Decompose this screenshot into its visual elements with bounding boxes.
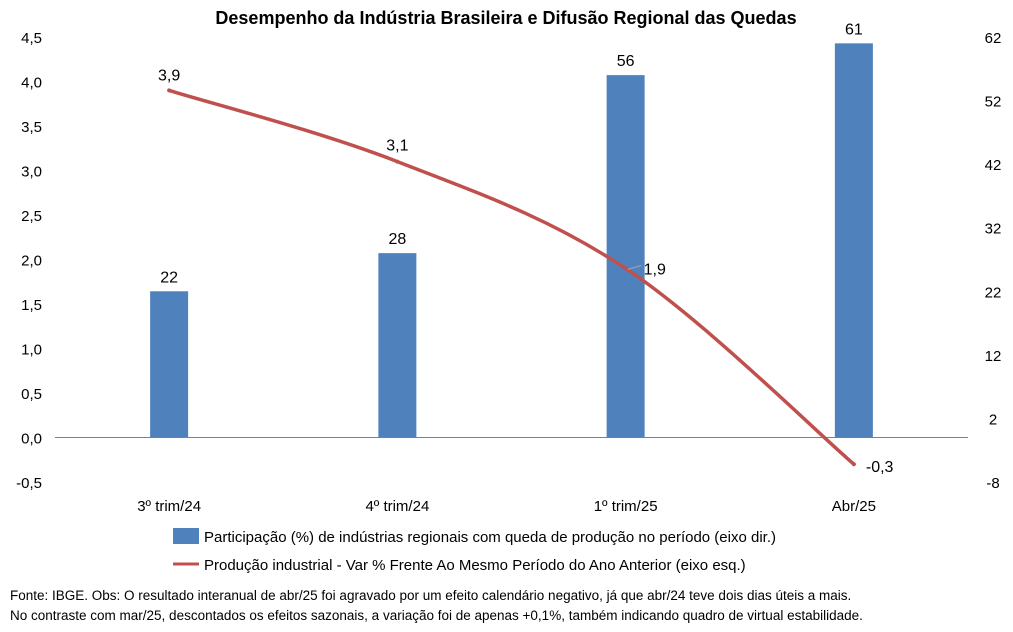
- left-axis-tick-label: 3,5: [21, 119, 42, 136]
- category-label: 3º trim/24: [137, 498, 201, 515]
- left-axis-tick-label: -0,5: [16, 475, 42, 492]
- left-axis-tick-label: 0,0: [21, 431, 42, 448]
- category-label: 4º trim/24: [365, 498, 429, 515]
- left-axis-tick-label: 2,0: [21, 253, 42, 270]
- line-point: [623, 266, 628, 271]
- legend-bar-label: Participação (%) de indústrias regionais…: [204, 529, 776, 546]
- line-point: [167, 88, 172, 93]
- bar-data-label: 56: [617, 53, 635, 70]
- right-axis-tick-label: 2: [989, 411, 997, 428]
- left-axis-tick-label: 4,5: [21, 30, 42, 47]
- left-axis-tick-label: 1,5: [21, 297, 42, 314]
- category-label: 1º trim/25: [594, 498, 658, 515]
- left-axis-tick-label: 0,5: [21, 386, 42, 403]
- bar-data-label: 28: [388, 231, 406, 248]
- left-axis-tick-label: 4,0: [21, 75, 42, 92]
- line-point: [851, 462, 856, 467]
- source-footnote: Fonte: IBGE. Obs: O resultado interanual…: [10, 586, 1005, 626]
- bar-data-label: 22: [160, 269, 178, 286]
- bar-data-label: 61: [845, 21, 863, 38]
- chart-title: Desempenho da Indústria Brasileira e Dif…: [215, 8, 796, 28]
- legend-bar-swatch: [173, 528, 199, 544]
- line-data-label: 3,1: [386, 138, 408, 155]
- footnote-line-1: Fonte: IBGE. Obs: O resultado interanual…: [10, 588, 852, 603]
- right-axis-tick-label: -8: [986, 475, 999, 492]
- right-axis-tick-label: 32: [985, 221, 1002, 238]
- bar: [606, 75, 645, 438]
- right-axis-tick-label: 12: [985, 348, 1002, 365]
- bar: [834, 43, 873, 438]
- combo-chart: Desempenho da Indústria Brasileira e Dif…: [16, 8, 1001, 574]
- right-axis-tick-label: 22: [985, 284, 1002, 301]
- right-axis-tick-label: 52: [985, 94, 1002, 111]
- line-point: [395, 159, 400, 164]
- right-axis-tick-label: 62: [985, 30, 1002, 47]
- category-label: Abr/25: [832, 498, 876, 515]
- bar: [378, 253, 417, 438]
- line-data-label: 3,9: [158, 67, 180, 84]
- chart-body: 4,5 4,0 3,5 3,0 2,5 2,0 1,5 1,0 0,5 0,0 -0,5 62 52 42…: [16, 21, 1001, 574]
- line-data-label: 1,9: [644, 261, 666, 278]
- left-axis-tick-label: 1,0: [21, 342, 42, 359]
- line-data-label: -0,3: [866, 459, 894, 476]
- left-axis-tick-label: 3,0: [21, 164, 42, 181]
- footnote-line-2: No contraste com mar/25, descontados os …: [10, 608, 863, 623]
- line-label-leader: [627, 264, 642, 270]
- line-series-path: [167, 88, 856, 466]
- right-axis-tick-label: 42: [985, 157, 1002, 174]
- left-axis-tick-label: 2,5: [21, 208, 42, 225]
- legend-line-label: Produção industrial - Var % Frente Ao Me…: [204, 557, 746, 574]
- bar: [150, 291, 189, 438]
